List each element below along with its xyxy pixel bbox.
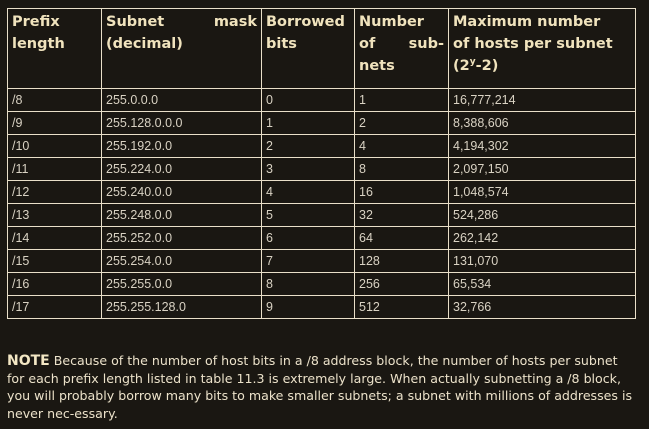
table-row: /10 255.192.0.0 2 4 4,194,302: [7, 134, 636, 158]
cell-hosts: 65,534: [448, 272, 636, 296]
cell-bits: 0: [261, 88, 355, 112]
cell-mask: 255.224.0.0: [101, 157, 262, 181]
cell-mask: 255.254.0.0: [101, 249, 262, 273]
header-text: Subnet: [106, 14, 165, 30]
note-text: Because of the number of host bits in a …: [7, 353, 633, 421]
cell-bits: 1: [261, 111, 355, 135]
cell-hosts: 8,388,606: [448, 111, 636, 135]
table-row: /17 255.255.128.0 9 512 32,766: [7, 295, 636, 319]
cell-subnets: 256: [354, 272, 449, 296]
cell-bits: 4: [261, 180, 355, 204]
cell-prefix: /12: [7, 180, 102, 204]
cell-mask: 255.248.0.0: [101, 203, 262, 227]
cell-prefix: /16: [7, 272, 102, 296]
cell-prefix: /14: [7, 226, 102, 250]
cell-subnets: 4: [354, 134, 449, 158]
header-text: Maximum number: [453, 14, 601, 30]
cell-hosts: 131,070: [448, 249, 636, 273]
header-formula: (2y-2): [453, 55, 631, 77]
cell-subnets: 16: [354, 180, 449, 204]
header-text: Number: [359, 14, 424, 30]
cell-subnets: 8: [354, 157, 449, 181]
cell-hosts: 1,048,574: [448, 180, 636, 204]
table-row: /9 255.128.0.0.0 1 2 8,388,606: [7, 111, 636, 135]
header-subnet-mask: Subnet mask (decimal): [101, 8, 262, 89]
cell-subnets: 1: [354, 88, 449, 112]
cell-subnets: 2: [354, 111, 449, 135]
header-borrowed-bits: Borrowed bits: [261, 8, 355, 89]
cell-prefix: /11: [7, 157, 102, 181]
cell-hosts: 32,766: [448, 295, 636, 319]
header-text: Prefix: [12, 14, 60, 30]
cell-subnets: 32: [354, 203, 449, 227]
formula-base: (2: [453, 58, 470, 74]
cell-mask: 255.128.0.0.0: [101, 111, 262, 135]
cell-mask: 255.255.0.0: [101, 272, 262, 296]
cell-prefix: /10: [7, 134, 102, 158]
header-prefix-length: Prefix length: [7, 8, 102, 89]
cell-subnets: 64: [354, 226, 449, 250]
table-body: /8 255.0.0.0 0 1 16,777,214/9 255.128.0.0.0 1 2…: [7, 88, 636, 319]
cell-hosts: 524,286: [448, 203, 636, 227]
cell-prefix: /17: [7, 295, 102, 319]
cell-hosts: 16,777,214: [448, 88, 636, 112]
table-row: /14 255.252.0.0 6 64 262,142: [7, 226, 636, 250]
cell-prefix: /15: [7, 249, 102, 273]
header-text: length: [12, 36, 65, 52]
subnet-table: Prefix length Subnet mask (decimal) Borr…: [7, 8, 636, 319]
formula-exponent: y: [469, 57, 476, 68]
header-text: of hosts per subnet: [453, 36, 613, 52]
cell-hosts: 4,194,302: [448, 134, 636, 158]
cell-hosts: 262,142: [448, 226, 636, 250]
header-text: Borrowed: [266, 14, 345, 30]
cell-hosts: 2,097,150: [448, 157, 636, 181]
table-row: /15 255.254.0.0 7 128 131,070: [7, 249, 636, 273]
header-line: Subnet mask: [106, 11, 257, 33]
cell-mask: 255.252.0.0: [101, 226, 262, 250]
header-text: nets: [359, 58, 395, 74]
header-line: of sub-: [359, 33, 444, 55]
header-max-hosts: Maximum number of hosts per subnet (2y-2…: [448, 8, 636, 89]
cell-mask: 255.192.0.0: [101, 134, 262, 158]
formula-rest: -2): [475, 58, 499, 74]
subnet-table-container: Prefix length Subnet mask (decimal) Borr…: [7, 8, 636, 319]
header-text: mask: [213, 14, 257, 30]
table-row: /16 255.255.0.0 8 256 65,534: [7, 272, 636, 296]
cell-subnets: 512: [354, 295, 449, 319]
cell-bits: 2: [261, 134, 355, 158]
table-row: /8 255.0.0.0 0 1 16,777,214: [7, 88, 636, 112]
cell-mask: 255.0.0.0: [101, 88, 262, 112]
header-text: sub-: [408, 36, 444, 52]
cell-bits: 6: [261, 226, 355, 250]
header-text: bits: [266, 36, 297, 52]
header-text: of: [359, 36, 376, 52]
cell-subnets: 128: [354, 249, 449, 273]
note-label: NOTE: [7, 353, 50, 369]
cell-bits: 7: [261, 249, 355, 273]
header-text: (decimal): [106, 36, 183, 52]
cell-bits: 9: [261, 295, 355, 319]
header-number-of-subnets: Number of sub- nets: [354, 8, 449, 89]
cell-prefix: /9: [7, 111, 102, 135]
cell-mask: 255.255.128.0: [101, 295, 262, 319]
cell-bits: 8: [261, 272, 355, 296]
table-row: /11 255.224.0.0 3 8 2,097,150: [7, 157, 636, 181]
note-paragraph: NOTE Because of the number of host bits …: [7, 352, 637, 422]
table-row: /12 255.240.0.0 4 16 1,048,574: [7, 180, 636, 204]
table-row: /13 255.248.0.0 5 32 524,286: [7, 203, 636, 227]
cell-bits: 3: [261, 157, 355, 181]
header-row: Prefix length Subnet mask (decimal) Borr…: [7, 8, 636, 89]
cell-prefix: /13: [7, 203, 102, 227]
cell-mask: 255.240.0.0: [101, 180, 262, 204]
cell-bits: 5: [261, 203, 355, 227]
cell-prefix: /8: [7, 88, 102, 112]
